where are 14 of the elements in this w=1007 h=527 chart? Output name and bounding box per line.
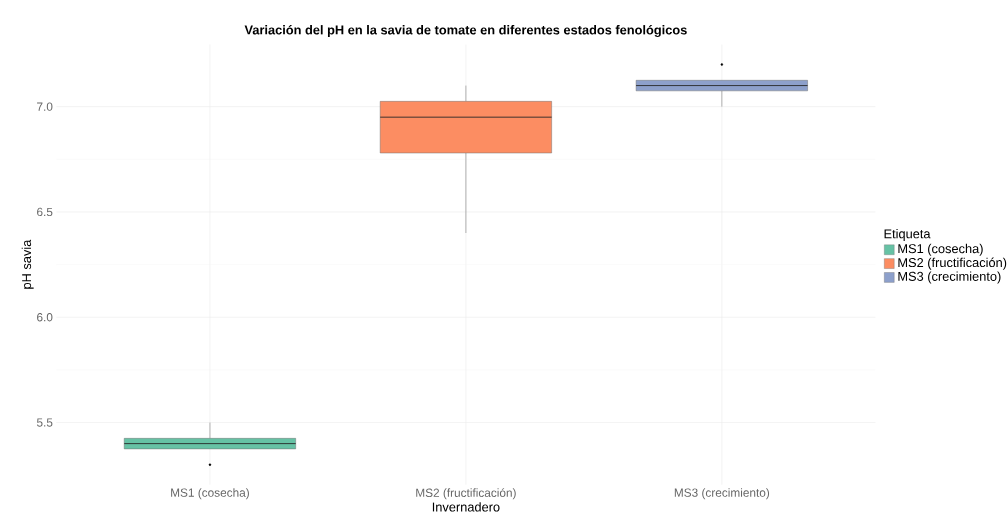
- legend-label: MS3 (crecimiento): [898, 271, 1001, 284]
- x-tick-label: MS3 (crecimiento): [674, 488, 770, 500]
- chart-title: Variación del pH en la savia de tomate en diferentes estados fenológicos: [244, 24, 687, 37]
- legend-title: Etiqueta: [884, 228, 931, 241]
- y-tick-label: 5.5: [36, 418, 53, 427]
- legend-label: MS2 (fructificación): [898, 257, 1007, 270]
- y-tick-label: 6.5: [37, 207, 53, 217]
- y-tick-label: 6.0: [37, 312, 53, 322]
- x-tick-label: MS2 (fructificación): [416, 488, 516, 500]
- y-axis-title: pH savia: [21, 239, 34, 289]
- x-tick-label: MS1 (cosecha): [171, 488, 249, 500]
- x-axis-title: Invernadero: [432, 502, 500, 512]
- legend-label: MS1 (cosecha): [898, 243, 983, 256]
- y-tick-label: 7.0: [37, 102, 53, 111]
